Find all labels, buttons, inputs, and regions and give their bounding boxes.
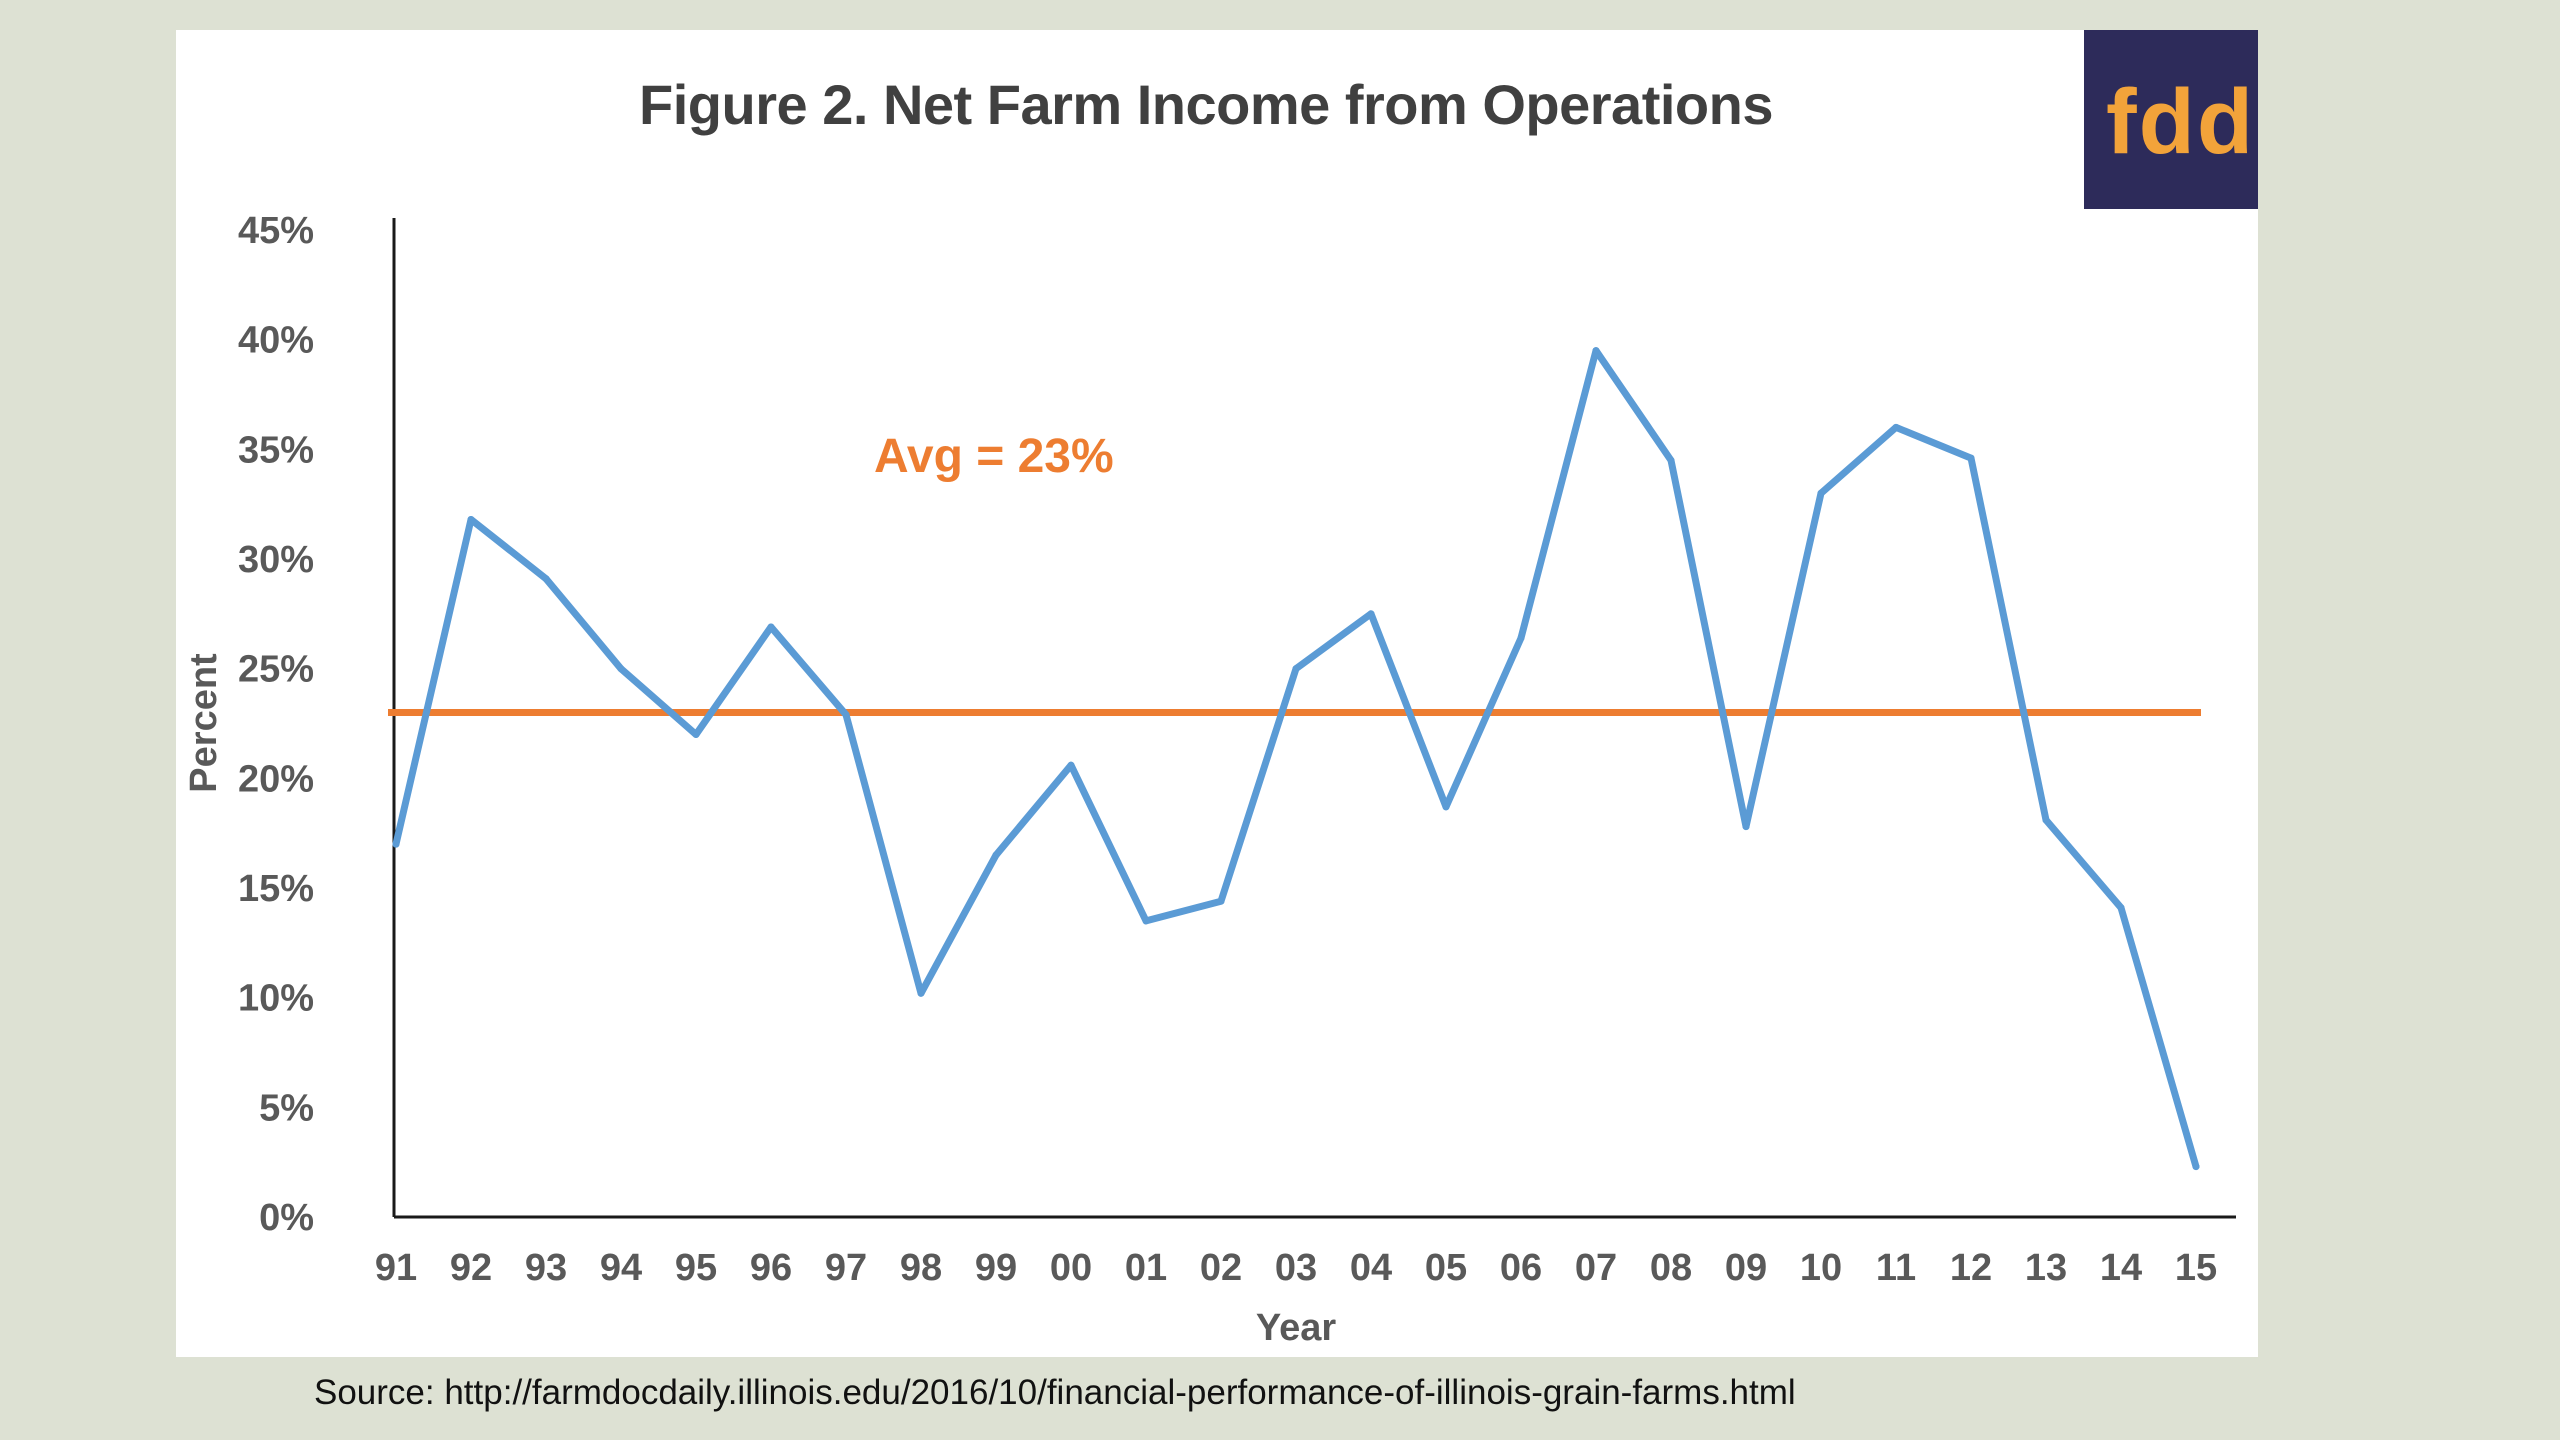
data-point [917, 989, 925, 997]
data-point [1442, 803, 1450, 811]
x-tick-label: 05 [1425, 1247, 1467, 1289]
y-axis-label: Percent [183, 653, 225, 793]
logo-text: fdd [2106, 71, 2256, 173]
x-tick-label: 00 [1050, 1247, 1092, 1289]
x-tick-label: 15 [2175, 1247, 2217, 1289]
data-point [1892, 423, 1900, 431]
average-label: Avg = 23% [874, 430, 1114, 483]
data-point [392, 840, 400, 848]
y-tick-label: 25% [238, 649, 314, 691]
data-point [1817, 489, 1825, 497]
y-tick-label: 15% [238, 868, 314, 910]
data-point [1292, 665, 1300, 673]
series-line [392, 347, 2200, 1171]
x-tick-label: 02 [1200, 1247, 1242, 1289]
data-point [1067, 761, 1075, 769]
data-point [2117, 904, 2125, 912]
y-tick-label: 35% [238, 429, 314, 471]
chart-panel: Figure 2. Net Farm Income from Operation… [176, 30, 2258, 1357]
data-point [692, 730, 700, 738]
y-tick-label: 5% [259, 1087, 314, 1129]
x-tick-label: 13 [2025, 1247, 2067, 1289]
line-chart: 0% 5% 10% 15% 20% 25% 30% 35% 40% 45% 91 92 93 94 95 96… [183, 210, 2236, 1349]
data-point [1967, 454, 1975, 462]
data-point [1592, 347, 1600, 355]
x-tick-label: 93 [525, 1247, 567, 1289]
data-point [1217, 897, 1225, 905]
fdd-logo: fdd [2084, 30, 2258, 209]
data-point [2192, 1163, 2200, 1171]
data-point [467, 516, 475, 524]
data-point [1742, 823, 1750, 831]
x-tick-label: 99 [975, 1247, 1017, 1289]
x-tick-label: 12 [1950, 1247, 1992, 1289]
x-tick-label: 94 [600, 1247, 642, 1289]
y-tick-label: 10% [238, 978, 314, 1020]
data-point [1667, 456, 1675, 464]
y-tick-label: 30% [238, 539, 314, 581]
y-tick-label: 45% [238, 210, 314, 252]
chart-title: Figure 2. Net Farm Income from Operation… [639, 73, 1773, 136]
x-tick-label: 92 [450, 1247, 492, 1289]
x-tick-label: 91 [375, 1247, 417, 1289]
data-point [1142, 917, 1150, 925]
x-tick-label: 08 [1650, 1247, 1692, 1289]
y-tick-label: 20% [238, 758, 314, 800]
data-point [1367, 610, 1375, 618]
source-citation: Source: http://farmdocdaily.illinois.edu… [314, 1373, 1796, 1412]
data-point [767, 623, 775, 631]
y-tick-label: 0% [259, 1197, 314, 1239]
x-tick-label: 06 [1500, 1247, 1542, 1289]
x-tick-label: 09 [1725, 1247, 1767, 1289]
x-tick-label: 98 [900, 1247, 942, 1289]
data-point [1517, 634, 1525, 642]
x-tick-label: 96 [750, 1247, 792, 1289]
x-tick-label: 07 [1575, 1247, 1617, 1289]
data-point [842, 711, 850, 719]
data-point [617, 665, 625, 673]
x-tick-label: 11 [1876, 1247, 1916, 1289]
data-point [2042, 816, 2050, 824]
x-tick-label: 10 [1800, 1247, 1842, 1289]
x-tick-label: 95 [675, 1247, 717, 1289]
x-tick-label: 97 [825, 1247, 867, 1289]
x-tick-label: 01 [1125, 1247, 1167, 1289]
data-point [992, 851, 1000, 859]
y-tick-label: 40% [238, 320, 314, 362]
data-point [542, 575, 550, 583]
x-tick-label: 03 [1275, 1247, 1317, 1289]
x-tick-label: 14 [2100, 1247, 2142, 1289]
x-tick-label: 04 [1350, 1247, 1392, 1289]
x-axis-label: Year [1256, 1307, 1337, 1349]
